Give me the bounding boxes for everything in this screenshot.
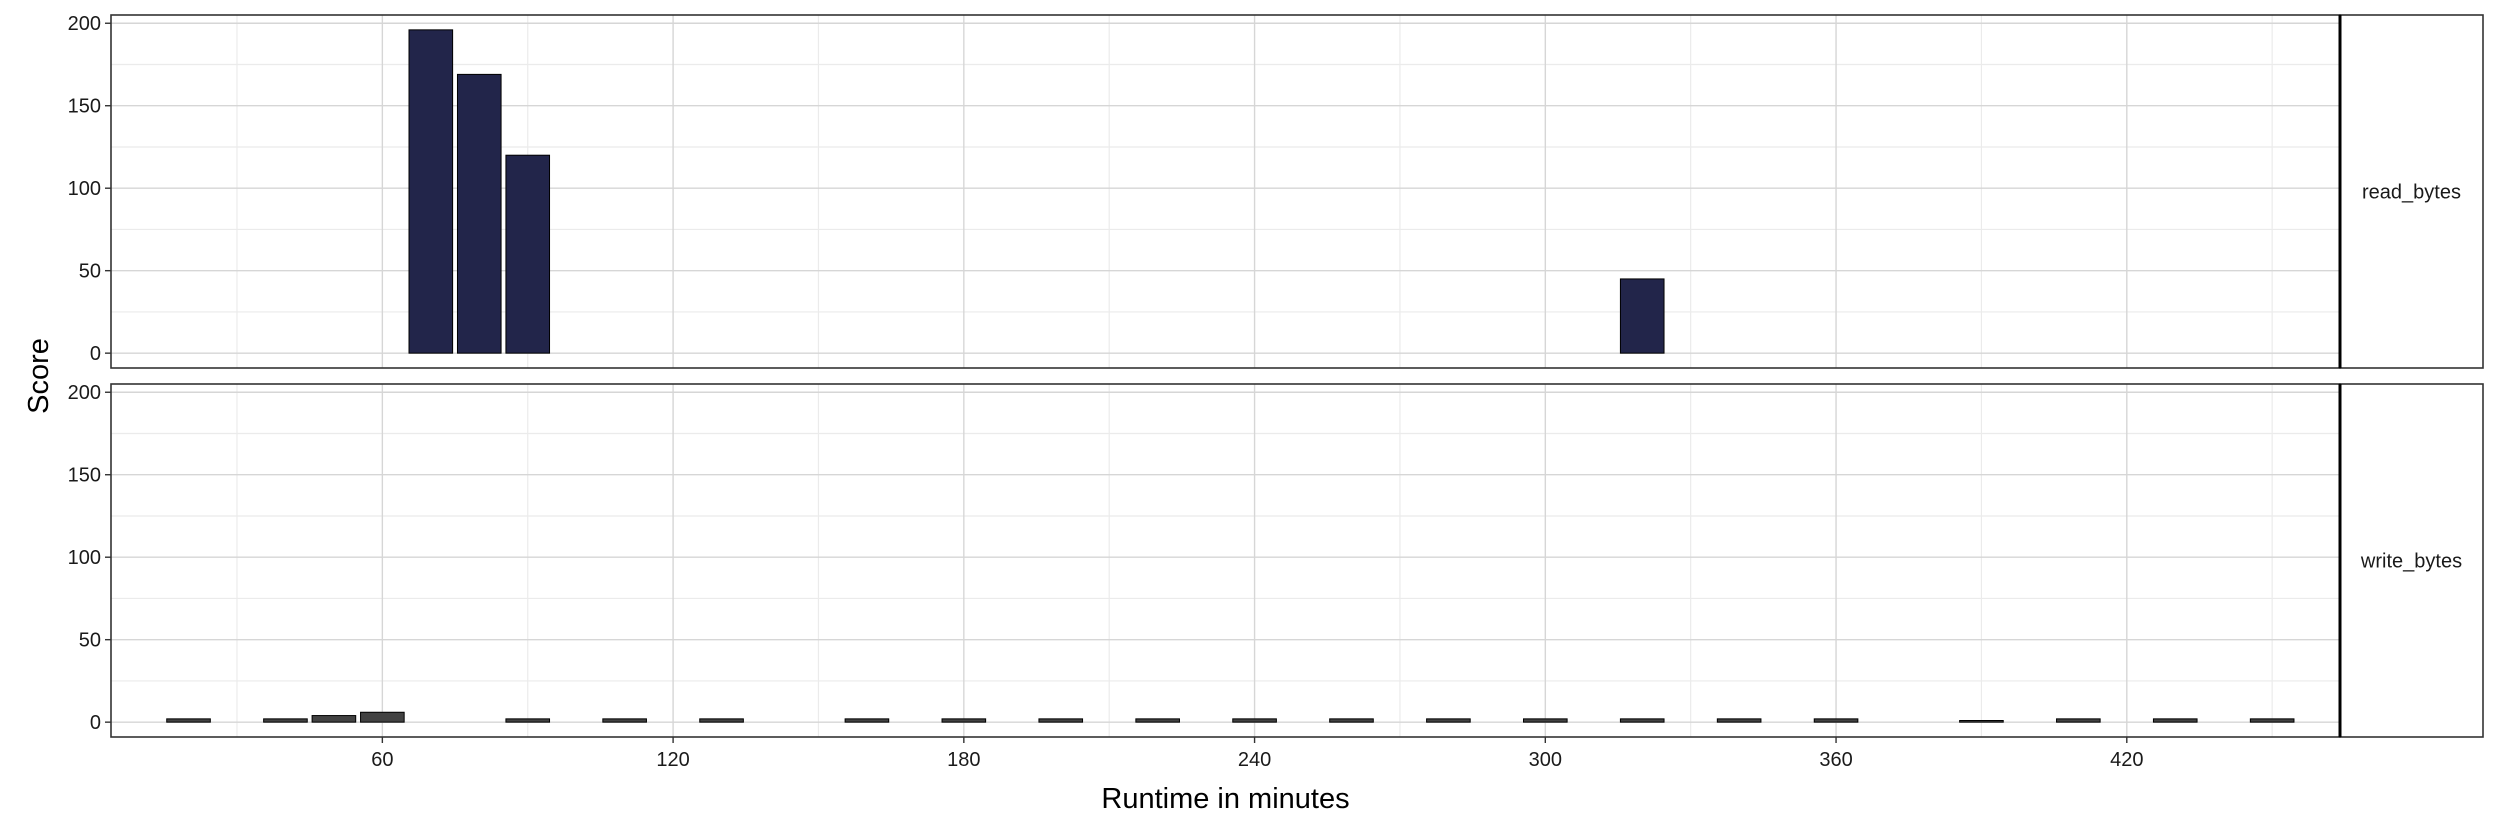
facet-strip-label: read_bytes <box>2362 182 2461 204</box>
bar-write_bytes-40 <box>263 718 308 723</box>
bar-write_bytes-450 <box>2249 718 2295 723</box>
panel-background <box>111 384 2340 737</box>
x-tick-label: 360 <box>1819 749 1852 771</box>
y-tick-label: 100 <box>68 178 101 200</box>
y-tick-label: 150 <box>68 96 101 118</box>
bar-write_bytes-220 <box>1135 718 1180 723</box>
y-axis-title: Score <box>23 338 55 414</box>
y-tick-label: 50 <box>79 261 101 283</box>
bar-write_bytes-390 <box>1959 720 2004 723</box>
y-tick-label: 150 <box>68 465 101 487</box>
bar-write_bytes-20 <box>166 718 211 723</box>
x-tick-label: 180 <box>947 749 980 771</box>
x-axis-title: Runtime in minutes <box>1101 783 1349 815</box>
bar-read_bytes-80 <box>456 73 502 354</box>
bar-write_bytes-130 <box>699 718 744 723</box>
facet-panel-write_bytes: 0 50 100 150 200 write_bytes 60 120 180 240 300 360… <box>68 382 2484 771</box>
bar-write_bytes-160 <box>844 718 890 723</box>
bar-write_bytes-240 <box>1232 718 1277 723</box>
bar-write_bytes-430 <box>2152 718 2198 723</box>
y-tick-label: 0 <box>90 343 101 365</box>
bar-write_bytes-360 <box>1813 718 1859 723</box>
bar-write_bytes-90 <box>505 718 551 723</box>
x-tick-label: 240 <box>1238 749 1271 771</box>
bar-read_bytes-90 <box>505 154 551 354</box>
facet-panel-read_bytes: 0 50 100 150 200 read_bytes <box>68 13 2484 369</box>
facet-strip <box>2339 383 2484 738</box>
bar-read_bytes-320 <box>1619 278 1665 354</box>
bar-write_bytes-60 <box>360 711 405 723</box>
y-tick-label: 50 <box>79 630 101 652</box>
x-tick-label: 300 <box>1529 749 1562 771</box>
y-tick-label: 0 <box>90 712 101 734</box>
bar-write_bytes-280 <box>1426 718 1471 723</box>
facet-strip <box>2339 14 2484 369</box>
y-tick-label: 200 <box>68 13 101 35</box>
bar-write_bytes-50 <box>311 715 357 723</box>
y-tick-label: 100 <box>68 547 101 569</box>
x-tick-label: 60 <box>371 749 393 771</box>
bar-write_bytes-200 <box>1038 718 1084 723</box>
bar-write_bytes-260 <box>1329 718 1374 723</box>
x-tick-label: 420 <box>2110 749 2143 771</box>
bar-write_bytes-110 <box>602 718 647 723</box>
bar-write_bytes-320 <box>1619 718 1665 723</box>
bar-write_bytes-410 <box>2056 718 2101 723</box>
bar-read_bytes-70 <box>408 29 454 354</box>
facet-strip-label: write_bytes <box>2360 551 2462 573</box>
bar-write_bytes-340 <box>1716 718 1762 723</box>
bar-write_bytes-180 <box>941 718 987 723</box>
y-tick-label: 200 <box>68 382 101 404</box>
x-tick-label: 120 <box>656 749 689 771</box>
bar-write_bytes-300 <box>1523 718 1568 723</box>
